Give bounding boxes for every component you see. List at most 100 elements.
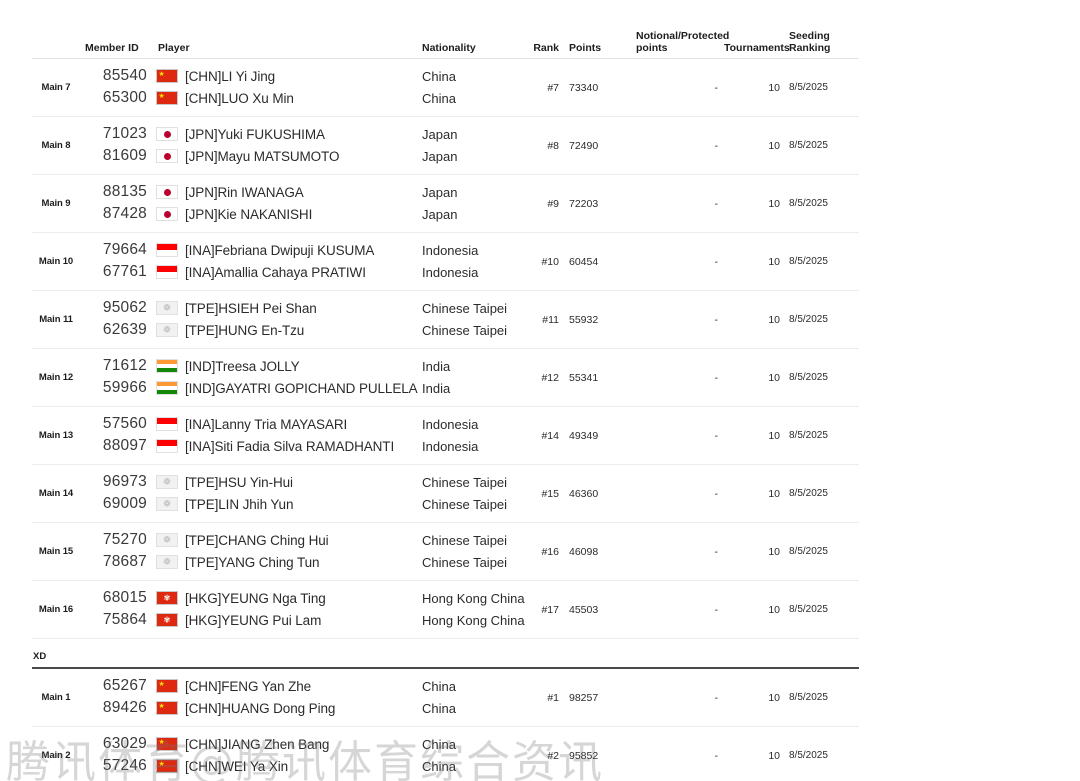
member-id-cell: 68015 75864 — [80, 581, 152, 639]
member-id-value: 69009 — [102, 495, 147, 512]
player-name[interactable]: [TPE]HUNG En-Tzu — [185, 322, 305, 338]
points-value: 60454 — [569, 255, 599, 268]
player-name[interactable]: [JPN]Mayu MATSUMOTO — [185, 148, 340, 164]
player-cell: [IND]Treesa JOLLY [IND]GAYATRI GOPICHAND … — [152, 349, 418, 407]
table-header: Member ID Player Nationality Rank Points… — [32, 30, 859, 59]
member-id-value: 78687 — [102, 553, 147, 570]
nationality-value: China — [422, 678, 456, 694]
player-name[interactable]: [TPE]YANG Ching Tun — [185, 554, 320, 570]
member-id-value: 65300 — [102, 89, 147, 106]
table-row[interactable]: Main 1 65267 89426 [CHN]FENG Yan Zhe [CHN]HU… — [32, 668, 859, 727]
seeding-ranking-value: 8/5/2025 — [789, 372, 828, 383]
seeding-ranking-value: 8/5/2025 — [789, 750, 828, 761]
player-name[interactable]: [CHN]FENG Yan Zhe — [185, 678, 312, 694]
flag-indonesia-icon — [156, 265, 178, 279]
member-id-value: 71612 — [102, 357, 147, 374]
player-name[interactable]: [CHN]LUO Xu Min — [185, 90, 294, 106]
notional-points-value: - — [714, 139, 719, 152]
rank-value: #16 — [541, 545, 559, 558]
table-row[interactable]: Main 9 88135 87428 [JPN]Rin IWANAGA [JPN]Kie… — [32, 175, 859, 233]
notional-points-value: - — [714, 691, 719, 704]
tournaments-value: 10 — [768, 139, 780, 152]
player-name[interactable]: [INA]Febriana Dwipuji KUSUMA — [185, 242, 375, 258]
member-id-value: 79664 — [102, 241, 147, 258]
player-name[interactable]: [CHN]JIANG Zhen Bang — [185, 736, 330, 752]
nationality-value: Japan — [422, 126, 458, 142]
member-id-value: 87428 — [102, 205, 147, 222]
player-name[interactable]: [HKG]YEUNG Pui Lam — [185, 612, 322, 628]
nationality-value: Indonesia — [422, 438, 479, 454]
rank-value: #11 — [542, 313, 559, 326]
player-name[interactable]: [IND]Treesa JOLLY — [185, 358, 300, 374]
points-value: 55341 — [569, 371, 599, 384]
player-name[interactable]: [INA]Amallia Cahaya PRATIWI — [185, 264, 366, 280]
player-cell: [JPN]Rin IWANAGA [JPN]Kie NAKANISHI — [152, 175, 418, 233]
points-value: 46360 — [569, 487, 599, 500]
main-slot-label: Main 2 — [41, 750, 71, 761]
flag-china-icon — [156, 737, 178, 751]
player-name[interactable]: [JPN]Rin IWANAGA — [185, 184, 304, 200]
tournaments-value: 10 — [768, 371, 780, 384]
player-name[interactable]: [HKG]YEUNG Nga Ting — [185, 590, 326, 606]
notional-points-value: - — [714, 487, 719, 500]
member-id-value: 67761 — [102, 263, 147, 280]
player-cell: [INA]Lanny Tria MAYASARI [INA]Siti Fadia … — [152, 407, 418, 465]
player-name[interactable]: [TPE]HSIEH Pei Shan — [185, 300, 317, 316]
notional-points-value: - — [714, 545, 719, 558]
notional-points-value: - — [714, 749, 719, 762]
table-row[interactable]: Main 12 71612 59966 [IND]Treesa JOLLY [IND]G… — [32, 349, 859, 407]
table-row[interactable]: Main 14 96973 69009 [TPE]HSU Yin-Hui [TPE]LI… — [32, 465, 859, 523]
main-slot-label: Main 16 — [38, 604, 74, 615]
nationality-value: China — [422, 68, 456, 84]
player-cell: [CHN]JIANG Zhen Bang [CHN]WEI Ya Xin — [152, 727, 418, 781]
nationality-value: China — [422, 90, 456, 106]
table-row[interactable]: Main 10 79664 67761 [INA]Febriana Dwipuji K… — [32, 233, 859, 291]
player-name[interactable]: [INA]Siti Fadia Silva RAMADHANTI — [185, 438, 395, 454]
member-id-cell: 65267 89426 — [80, 668, 152, 727]
main-slot-label: Main 11 — [39, 314, 73, 325]
player-name[interactable]: [CHN]HUANG Dong Ping — [185, 700, 336, 716]
main-slot-label: Main 13 — [38, 430, 74, 441]
rank-value: #12 — [541, 371, 559, 384]
seeding-ranking-value: 8/5/2025 — [789, 692, 828, 703]
flag-chinese-taipei-icon — [156, 323, 178, 337]
member-id-value: 59966 — [102, 379, 147, 396]
player-name[interactable]: [JPN]Yuki FUKUSHIMA — [185, 126, 325, 142]
main-slot-label: Main 10 — [38, 256, 74, 267]
player-name[interactable]: [TPE]HSU Yin-Hui — [185, 474, 293, 490]
nationality-value: Chinese Taipei — [422, 496, 508, 512]
tournaments-value: 10 — [768, 691, 780, 704]
table-row[interactable]: Main 8 71023 81609 [JPN]Yuki FUKUSHIMA [JPN]… — [32, 117, 859, 175]
member-id-cell: 57560 88097 — [80, 407, 152, 465]
tournaments-value: 10 — [768, 749, 780, 762]
player-name[interactable]: [TPE]LIN Jhih Yun — [185, 496, 294, 512]
ranking-table: Member ID Player Nationality Rank Points… — [32, 30, 859, 781]
flag-indonesia-icon — [156, 439, 178, 453]
player-cell: [CHN]FENG Yan Zhe [CHN]HUANG Dong Ping — [152, 668, 418, 727]
player-name[interactable]: [CHN]LI Yi Jing — [185, 68, 276, 84]
player-name[interactable]: [IND]GAYATRI GOPICHAND PULLELA — [185, 380, 418, 396]
player-name[interactable]: [CHN]WEI Ya Xin — [185, 758, 289, 774]
player-name[interactable]: [JPN]Kie NAKANISHI — [185, 206, 313, 222]
points-value: 49349 — [569, 429, 599, 442]
player-name[interactable]: [TPE]CHANG Ching Hui — [185, 532, 329, 548]
main-slot-label: Main 15 — [38, 546, 74, 557]
nationality-cell: Japan Japan — [418, 117, 528, 175]
rank-value: #10 — [541, 255, 559, 268]
flag-japan-icon — [156, 207, 178, 221]
table-row[interactable]: Main 7 85540 65300 [CHN]LI Yi Jing [CHN]LUO … — [32, 59, 859, 117]
member-id-cell: 63029 57246 — [80, 727, 152, 781]
rank-value: #15 — [541, 487, 559, 500]
column-header-seeding-ranking: Seeding Ranking — [784, 30, 859, 59]
nationality-value: China — [422, 736, 456, 752]
member-id-value: 95062 — [102, 299, 147, 316]
nationality-cell: China China — [418, 668, 528, 727]
table-row[interactable]: Main 13 57560 88097 [INA]Lanny Tria MAYASAR… — [32, 407, 859, 465]
tournaments-value: 10 — [768, 255, 780, 268]
nationality-value: Indonesia — [422, 264, 479, 280]
player-name[interactable]: [INA]Lanny Tria MAYASARI — [185, 416, 348, 432]
